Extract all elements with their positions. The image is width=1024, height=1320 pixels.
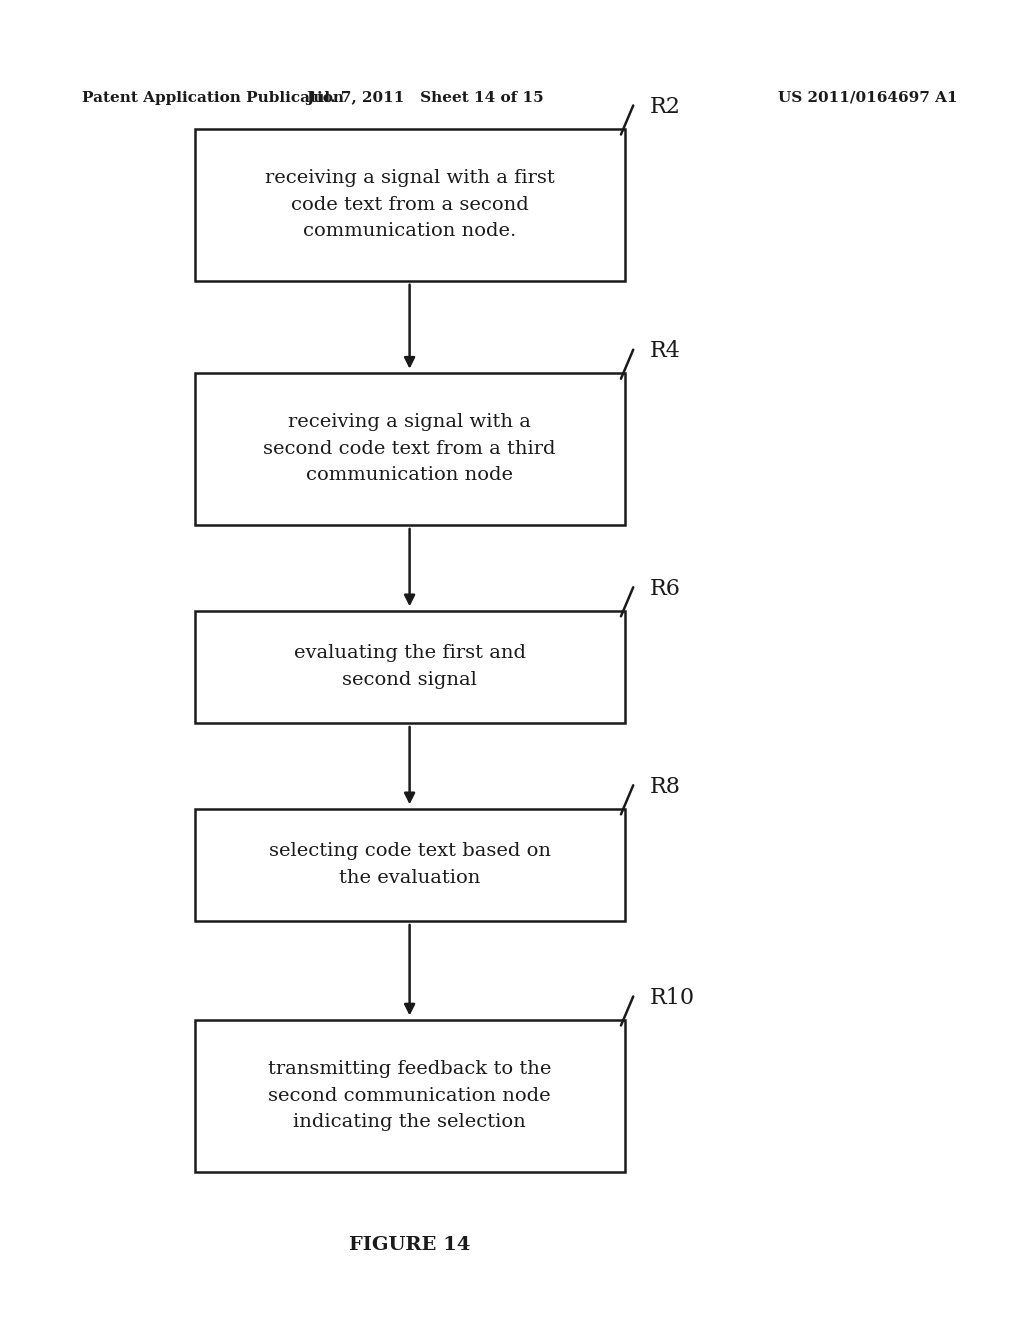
Bar [195, 1019, 625, 1172]
Text: transmitting feedback to the
second communication node
indicating the selection: transmitting feedback to the second comm… [268, 1060, 551, 1131]
Text: FIGURE 14: FIGURE 14 [349, 1236, 470, 1254]
Text: US 2011/0164697 A1: US 2011/0164697 A1 [778, 91, 957, 104]
Text: Patent Application Publication: Patent Application Publication [82, 91, 344, 104]
Text: receiving a signal with a
second code text from a third
communication node: receiving a signal with a second code te… [263, 413, 556, 484]
Bar [195, 372, 625, 524]
Text: R4: R4 [650, 341, 681, 362]
Bar [195, 808, 625, 921]
Text: R2: R2 [650, 96, 681, 119]
Text: R6: R6 [650, 578, 681, 599]
Text: R8: R8 [650, 776, 681, 797]
Bar [195, 129, 625, 281]
Text: receiving a signal with a first
code text from a second
communication node.: receiving a signal with a first code tex… [265, 169, 554, 240]
Text: Jul. 7, 2011   Sheet 14 of 15: Jul. 7, 2011 Sheet 14 of 15 [306, 91, 544, 104]
Text: evaluating the first and
second signal: evaluating the first and second signal [294, 644, 525, 689]
Bar [195, 610, 625, 722]
Text: selecting code text based on
the evaluation: selecting code text based on the evaluat… [268, 842, 551, 887]
Text: R10: R10 [650, 987, 695, 1008]
